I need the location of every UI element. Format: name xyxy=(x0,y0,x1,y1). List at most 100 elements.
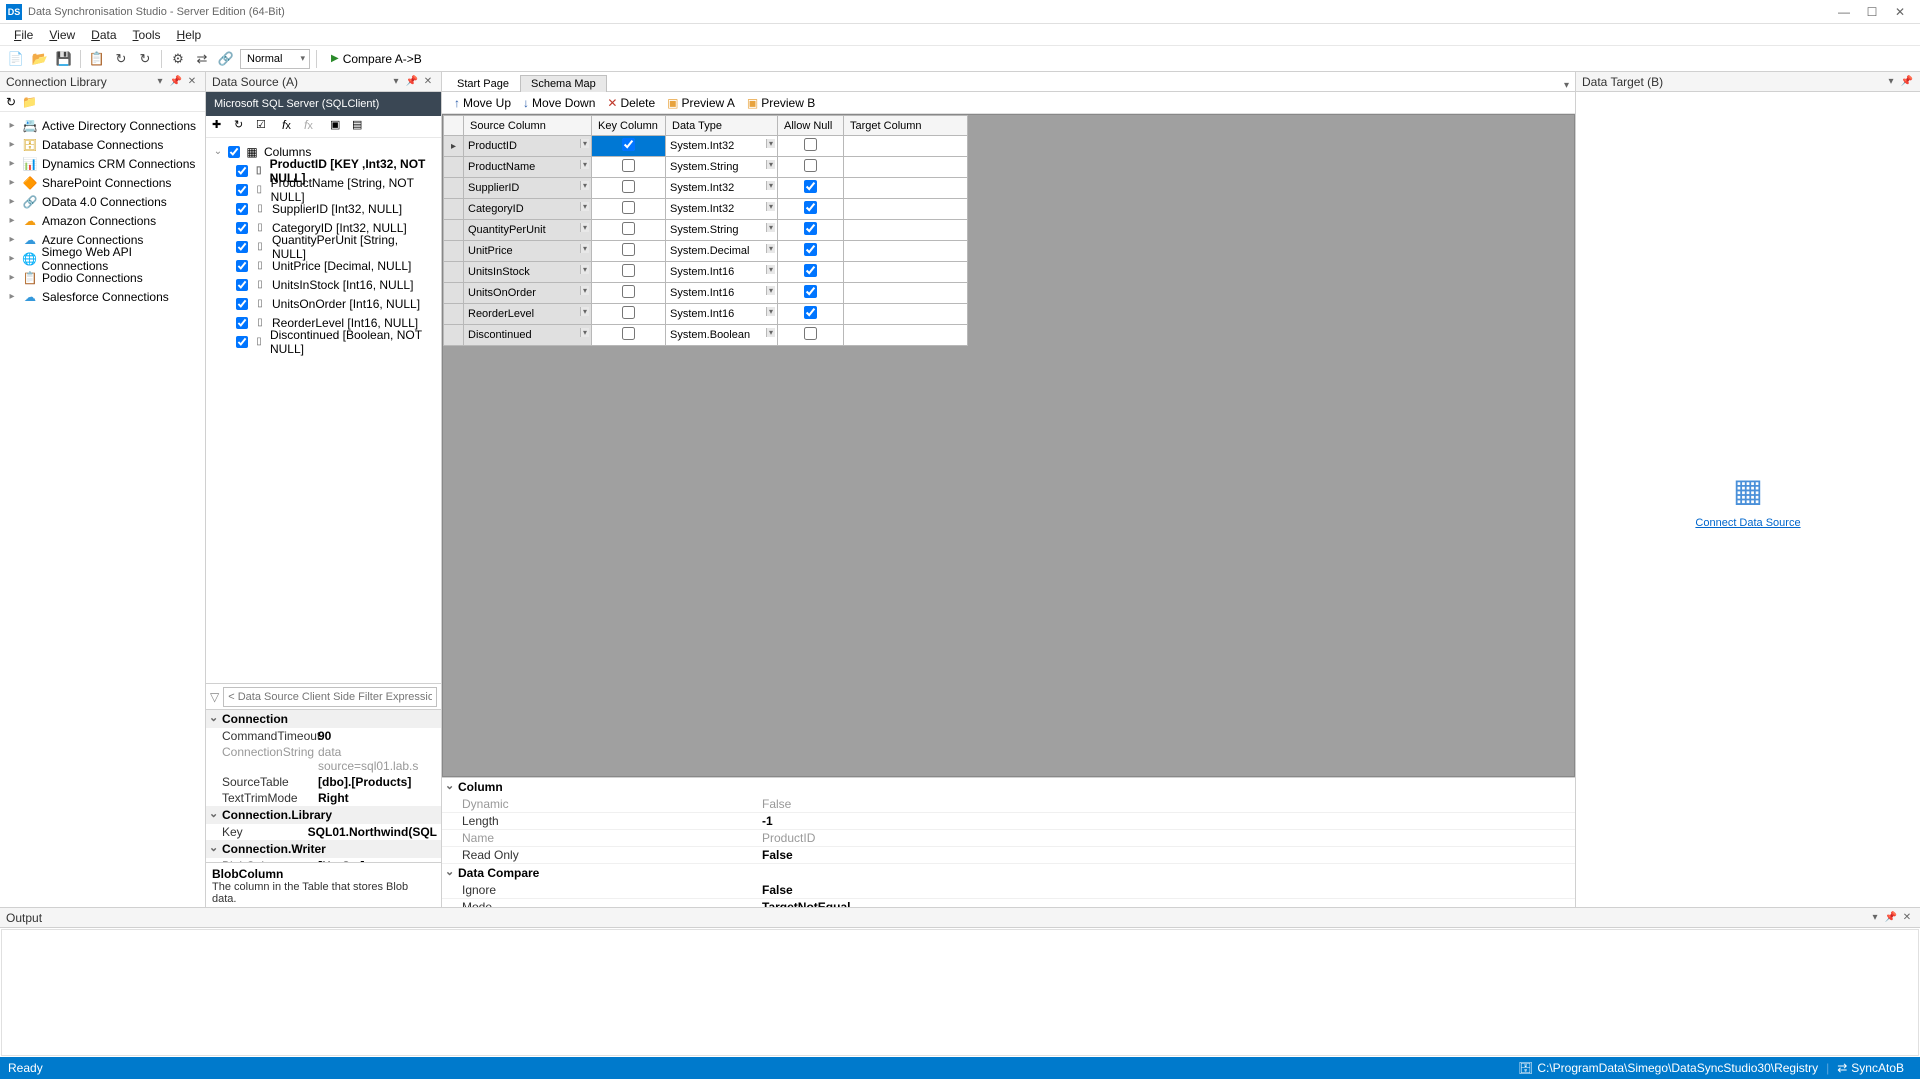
prop-row[interactable]: SourceTable[dbo].[Products] xyxy=(206,774,441,790)
prop-row[interactable]: BlobColumn[NotSet] xyxy=(206,858,441,862)
preview-icon[interactable]: ▣ xyxy=(330,118,348,136)
target-column-cell[interactable] xyxy=(844,283,968,304)
source-column-cell[interactable]: ProductID xyxy=(464,136,592,157)
maximize-button[interactable]: ☐ xyxy=(1858,2,1886,22)
column-item[interactable]: ▯QuantityPerUnit [String, NULL] xyxy=(208,237,439,256)
prop-row[interactable]: CommandTimeout90 xyxy=(206,728,441,744)
allow-null-cell[interactable] xyxy=(778,304,844,325)
schema-row[interactable]: ReorderLevel System.Int16 xyxy=(444,304,968,325)
connection-item[interactable]: ▸🌐Simego Web API Connections xyxy=(2,249,203,268)
source-column-cell[interactable]: QuantityPerUnit xyxy=(464,220,592,241)
allow-null-cell[interactable] xyxy=(778,178,844,199)
prop-row[interactable]: DynamicFalse xyxy=(442,796,1575,813)
column-checkbox[interactable] xyxy=(236,317,248,329)
key-column-cell[interactable] xyxy=(592,136,666,157)
move-up-button[interactable]: ↑Move Up xyxy=(450,96,515,110)
data-type-cell[interactable]: System.Int16 xyxy=(666,304,778,325)
gear-icon[interactable]: ⚙ xyxy=(168,49,188,69)
allow-null-cell[interactable] xyxy=(778,262,844,283)
panel-pin-icon[interactable]: 📌 xyxy=(1900,75,1914,89)
source-column-cell[interactable]: UnitsInStock xyxy=(464,262,592,283)
key-column-cell[interactable] xyxy=(592,178,666,199)
source-column-cell[interactable]: CategoryID xyxy=(464,199,592,220)
allow-null-cell[interactable] xyxy=(778,325,844,346)
column-item[interactable]: ▯ProductName [String, NOT NULL] xyxy=(208,180,439,199)
allow-null-cell[interactable] xyxy=(778,241,844,262)
allow-null-cell[interactable] xyxy=(778,283,844,304)
panel-close-icon[interactable]: ✕ xyxy=(185,75,199,89)
column-checkbox[interactable] xyxy=(236,203,248,215)
allow-null-cell[interactable] xyxy=(778,199,844,220)
column-checkbox[interactable] xyxy=(236,336,248,348)
data-type-cell[interactable]: System.Decimal xyxy=(666,241,778,262)
column-item[interactable]: ▯UnitsInStock [Int16, NULL] xyxy=(208,275,439,294)
prop-row[interactable]: IgnoreFalse xyxy=(442,882,1575,899)
close-button[interactable]: ✕ xyxy=(1886,2,1914,22)
key-column-cell[interactable] xyxy=(592,241,666,262)
panel-dropdown-icon[interactable]: ▾ xyxy=(1868,911,1882,925)
copy-icon[interactable]: 📋 xyxy=(87,49,107,69)
prop-row[interactable]: Length-1 xyxy=(442,813,1575,830)
menu-tools[interactable]: Tools xyxy=(125,26,169,44)
preview-a-button[interactable]: ▣Preview A xyxy=(663,96,739,110)
schema-row[interactable]: Discontinued System.Boolean xyxy=(444,325,968,346)
panel-pin-icon[interactable]: 📌 xyxy=(169,75,183,89)
panel-pin-icon[interactable]: 📌 xyxy=(1884,911,1898,925)
refresh-a-icon[interactable]: ↻ xyxy=(111,49,131,69)
key-column-cell[interactable] xyxy=(592,199,666,220)
save-icon[interactable]: 💾 xyxy=(54,49,74,69)
column-checkbox[interactable] xyxy=(236,165,248,177)
data-type-cell[interactable]: System.Boolean xyxy=(666,325,778,346)
panel-close-icon[interactable]: ✕ xyxy=(421,75,435,89)
mode-dropdown[interactable]: Normal xyxy=(240,49,310,69)
target-column-cell[interactable] xyxy=(844,157,968,178)
connection-item[interactable]: ▸☁Amazon Connections xyxy=(2,211,203,230)
new-file-icon[interactable]: 📄 xyxy=(6,49,26,69)
select-all-icon[interactable]: ☑ xyxy=(256,118,274,136)
key-column-cell[interactable] xyxy=(592,304,666,325)
connect-data-source-link[interactable]: Connect Data Source xyxy=(1695,517,1800,529)
schema-row[interactable]: UnitPrice System.Decimal xyxy=(444,241,968,262)
menu-help[interactable]: Help xyxy=(169,26,210,44)
panel-dropdown-icon[interactable]: ▾ xyxy=(389,75,403,89)
menu-file[interactable]: File xyxy=(6,26,41,44)
fx-minus-icon[interactable]: fx xyxy=(304,118,322,136)
tab-start-page[interactable]: Start Page xyxy=(446,75,520,92)
menu-data[interactable]: Data xyxy=(83,26,124,44)
target-column-cell[interactable] xyxy=(844,304,968,325)
schema-row[interactable]: UnitsInStock System.Int16 xyxy=(444,262,968,283)
refresh-library-icon[interactable]: ↻ xyxy=(6,95,16,109)
key-column-cell[interactable] xyxy=(592,157,666,178)
delete-button[interactable]: ✕Delete xyxy=(603,96,659,110)
connection-item[interactable]: ▸🗄Database Connections xyxy=(2,135,203,154)
prop-category[interactable]: Connection.Library xyxy=(206,806,441,824)
panel-dropdown-icon[interactable]: ▾ xyxy=(1884,75,1898,89)
target-column-cell[interactable] xyxy=(844,199,968,220)
swap-icon[interactable]: ⇄ xyxy=(192,49,212,69)
target-column-cell[interactable] xyxy=(844,220,968,241)
target-column-cell[interactable] xyxy=(844,136,968,157)
root-checkbox[interactable] xyxy=(228,146,240,158)
target-column-cell[interactable] xyxy=(844,178,968,199)
compare-button[interactable]: ▶Compare A->B xyxy=(323,52,430,66)
data-type-cell[interactable]: System.Int16 xyxy=(666,283,778,304)
prop-row[interactable]: Read OnlyFalse xyxy=(442,847,1575,864)
link-icon[interactable]: 🔗 xyxy=(216,49,236,69)
column-checkbox[interactable] xyxy=(236,184,248,196)
connection-item[interactable]: ▸📊Dynamics CRM Connections xyxy=(2,154,203,173)
source-column-cell[interactable]: ReorderLevel xyxy=(464,304,592,325)
export-icon[interactable]: ▤ xyxy=(352,118,370,136)
column-item[interactable]: ▯UnitsOnOrder [Int16, NULL] xyxy=(208,294,439,313)
target-column-cell[interactable] xyxy=(844,262,968,283)
schema-row[interactable]: UnitsOnOrder System.Int16 xyxy=(444,283,968,304)
add-column-icon[interactable]: ✚ xyxy=(212,118,230,136)
panel-close-icon[interactable]: ✕ xyxy=(1900,911,1914,925)
prop-category[interactable]: Data Compare xyxy=(442,864,1575,882)
data-type-cell[interactable]: System.String xyxy=(666,157,778,178)
key-column-cell[interactable] xyxy=(592,262,666,283)
schema-row[interactable]: ▸ ProductID System.Int32 xyxy=(444,136,968,157)
source-column-cell[interactable]: ProductName xyxy=(464,157,592,178)
key-column-cell[interactable] xyxy=(592,283,666,304)
schema-row[interactable]: SupplierID System.Int32 xyxy=(444,178,968,199)
data-type-cell[interactable]: System.Int16 xyxy=(666,262,778,283)
